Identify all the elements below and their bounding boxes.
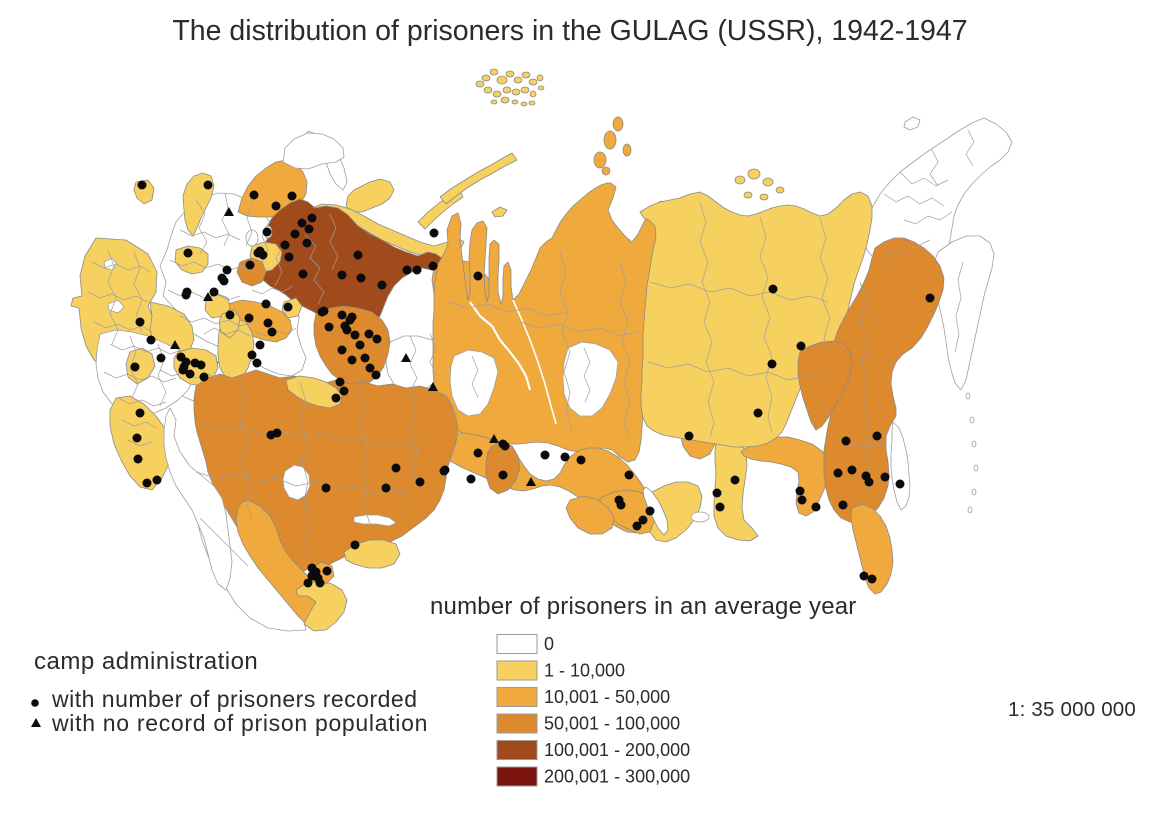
svg-text:100,001 - 200,000: 100,001 - 200,000 xyxy=(544,740,690,760)
svg-text:200,001 - 300,000: 200,001 - 300,000 xyxy=(544,767,690,787)
svg-text:1 - 10,000: 1 - 10,000 xyxy=(544,661,625,681)
svg-text:10,001 - 50,000: 10,001 - 50,000 xyxy=(544,687,670,707)
svg-text:0: 0 xyxy=(544,634,554,654)
svg-text:50,001 - 100,000: 50,001 - 100,000 xyxy=(544,714,680,734)
